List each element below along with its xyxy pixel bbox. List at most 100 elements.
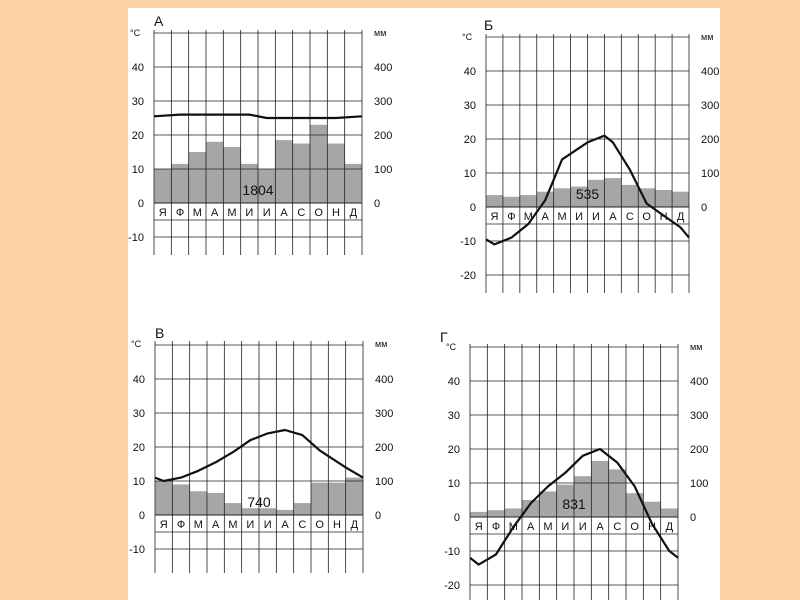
temp-tick-label: 20 — [448, 444, 460, 456]
temperature-line — [469, 447, 679, 566]
temperature-line — [485, 134, 690, 246]
precip-tick-label: 0 — [701, 202, 707, 214]
precip-bar — [292, 143, 310, 203]
precip-bar — [344, 163, 362, 203]
month-label: Н — [333, 519, 341, 531]
temp-tick-label: 10 — [464, 168, 476, 180]
month-label: Ф — [177, 519, 185, 531]
month-label: И — [246, 519, 254, 531]
temp-tick-label: 40 — [133, 374, 145, 386]
month-label: М — [194, 519, 203, 531]
precip-bar — [172, 484, 190, 515]
precip-bar — [311, 482, 329, 515]
temp-tick-label: 10 — [448, 478, 460, 490]
precip-bar — [293, 503, 311, 515]
temp-tick-label: 10 — [133, 476, 145, 488]
month-label: О — [642, 211, 651, 223]
precip-tick-label: 400 — [701, 66, 719, 78]
precip-bar — [539, 491, 557, 517]
climate-charts-panel: Я Ф М А М И И А С О Н Д 40 30 20 10 0 -10 400 300 200 100 0 °С м… — [128, 8, 720, 600]
precip-bar — [275, 140, 293, 203]
month-label: Д — [351, 519, 359, 531]
temp-tick-label: -10 — [129, 544, 145, 556]
precip-tick-label: 300 — [374, 96, 392, 108]
month-label: А — [609, 211, 617, 223]
precip-tick-label: 100 — [374, 164, 392, 176]
precip-bar — [240, 163, 258, 203]
temp-tick-label: 30 — [133, 408, 145, 420]
precip-bar — [188, 152, 206, 203]
month-label: А — [281, 519, 289, 531]
month-label: М — [193, 207, 202, 219]
annual-precip-total: 740 — [247, 494, 271, 510]
month-label: С — [297, 207, 305, 219]
temp-tick-label: -10 — [444, 546, 460, 558]
month-label: М — [524, 211, 533, 223]
precip-unit-label: мм — [690, 342, 702, 352]
precip-bar — [328, 482, 346, 515]
month-label: М — [543, 521, 552, 533]
precip-tick-label: 200 — [701, 134, 719, 146]
month-label: М — [227, 207, 236, 219]
month-label: С — [613, 521, 621, 533]
temp-tick-label: 30 — [464, 100, 476, 112]
precip-bar — [327, 143, 345, 203]
month-label: О — [630, 521, 639, 533]
month-label: А — [596, 521, 604, 533]
temp-tick-label: -10 — [460, 236, 476, 248]
precip-bar — [189, 491, 207, 515]
precip-bar — [259, 508, 277, 515]
annual-precip-total: 535 — [576, 186, 600, 202]
temp-tick-label: 40 — [464, 66, 476, 78]
precip-bar — [155, 481, 173, 515]
precip-bar — [604, 178, 622, 207]
precip-tick-label: 400 — [374, 62, 392, 74]
precip-tick-label: 200 — [690, 444, 708, 456]
precip-bar — [504, 508, 522, 517]
month-label: Ф — [492, 521, 500, 533]
precip-bar — [310, 124, 328, 203]
annual-precip-total: 1804 — [242, 182, 273, 198]
month-label: А — [542, 211, 550, 223]
temp-unit-label: °С — [131, 339, 142, 349]
precip-tick-label: 100 — [701, 168, 719, 180]
temp-tick-label: 30 — [448, 410, 460, 422]
annual-precip-total: 831 — [562, 496, 586, 512]
temp-tick-label: 40 — [132, 62, 144, 74]
month-label: Д — [350, 207, 358, 219]
precip-bar — [207, 492, 225, 515]
temp-tick-label: 0 — [454, 512, 460, 524]
precip-tick-label: 200 — [374, 130, 392, 142]
temp-tick-label: -20 — [460, 270, 476, 282]
precip-unit-label: мм — [374, 28, 386, 38]
month-label: Я — [490, 211, 498, 223]
month-label: Н — [660, 211, 668, 223]
precip-tick-label: 100 — [690, 478, 708, 490]
precip-bar — [276, 509, 294, 515]
month-label: О — [315, 519, 324, 531]
month-label: Н — [648, 521, 656, 533]
precip-tick-label: 400 — [690, 376, 708, 388]
chart-title: Г — [440, 329, 448, 345]
precip-bar — [223, 146, 241, 203]
month-label: Н — [332, 207, 340, 219]
month-label: И — [575, 211, 583, 223]
temp-tick-label: -10 — [128, 232, 144, 244]
precip-tick-label: 100 — [375, 476, 393, 488]
precip-bar — [522, 500, 540, 517]
precip-tick-label: 0 — [374, 198, 380, 210]
month-label: О — [314, 207, 323, 219]
month-label: М — [228, 519, 237, 531]
month-label: И — [245, 207, 253, 219]
month-label: Я — [159, 207, 167, 219]
precip-bar — [626, 493, 644, 517]
precip-bar — [608, 469, 626, 517]
precip-bar — [672, 191, 689, 207]
precip-bar — [487, 510, 505, 517]
temp-tick-label: 20 — [133, 442, 145, 454]
precip-bar — [470, 511, 488, 517]
month-label: И — [263, 207, 271, 219]
month-label: А — [527, 521, 535, 533]
temp-unit-label: °С — [446, 342, 457, 352]
